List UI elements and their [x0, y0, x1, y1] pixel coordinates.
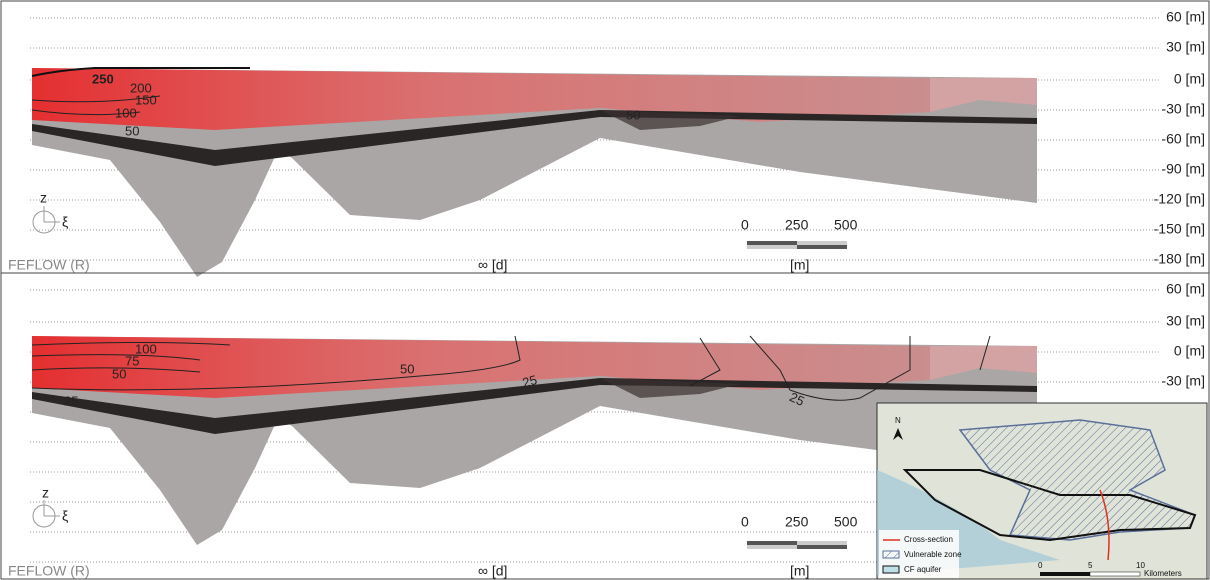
- legend-swatch: [883, 551, 899, 558]
- map-scale-label: 5: [1088, 561, 1093, 570]
- y-tick-label: 0 [m]: [1174, 343, 1205, 359]
- y-tick-label: 0 [m]: [1174, 71, 1205, 87]
- software-label: FEFLOW (R): [8, 257, 90, 273]
- axis-symbol: z: [40, 190, 47, 206]
- contour-label: 150: [135, 92, 157, 107]
- y-tick-label: -30 [m]: [1161, 373, 1205, 389]
- y-tick-label: -180 [m]: [1154, 251, 1205, 267]
- map-scale-label: 0: [1038, 561, 1043, 570]
- contour-label: 75: [125, 353, 139, 368]
- contour-label: 100: [115, 105, 137, 120]
- y-tick-label: -60 [m]: [1161, 131, 1205, 147]
- scale-bar: [747, 541, 847, 549]
- scale-unit: [m]: [790, 563, 809, 579]
- contour-label: 50: [626, 107, 640, 122]
- cross-section: [32, 68, 1037, 277]
- axis-symbol: z: [42, 485, 49, 501]
- contour-label: 50: [400, 361, 414, 376]
- contour-label: 25: [64, 393, 78, 408]
- north-label: N: [895, 416, 901, 425]
- legend-label: Cross-section: [904, 535, 953, 544]
- y-tick-label: 60 [m]: [1166, 281, 1205, 297]
- map-scale-bar: [1040, 572, 1140, 576]
- scale-unit: [m]: [790, 257, 809, 273]
- scale-label: 500: [834, 514, 858, 530]
- y-tick-label: -120 [m]: [1154, 191, 1205, 207]
- time-label: ∞ [d]: [478, 257, 507, 273]
- y-tick-label: 30 [m]: [1166, 39, 1205, 55]
- contour-label: 50: [125, 123, 139, 138]
- time-label: ∞ [d]: [478, 563, 507, 579]
- y-tick-label: 60 [m]: [1166, 9, 1205, 25]
- scale-label: 0: [741, 514, 749, 530]
- scale-bar: [747, 241, 847, 249]
- y-tick-label: -30 [m]: [1161, 101, 1205, 117]
- screenshot: 60 [m] 30 [m] 0 [m] -30 [m] -60 [m] -90 …: [0, 0, 1210, 580]
- software-label: FEFLOW (R): [8, 563, 90, 579]
- contour-label: 250: [92, 71, 114, 86]
- y-tick-label: -150 [m]: [1154, 221, 1205, 237]
- axis-symbol: ξ: [62, 508, 68, 524]
- axis-icon: [33, 500, 60, 527]
- axis-icon: [33, 206, 60, 233]
- panel-top: 60 [m] 30 [m] 0 [m] -30 [m] -60 [m] -90 …: [1, 1, 1209, 277]
- map-scale-label: Kilometers: [1144, 569, 1182, 578]
- axis-symbol: ξ: [62, 214, 68, 230]
- scale-label: 250: [785, 217, 809, 233]
- y-tick-label: -90 [m]: [1161, 161, 1205, 177]
- inset-map: N Cross-section Vulnerable zone CF aquif…: [877, 403, 1207, 579]
- contour-label: 50: [112, 366, 126, 381]
- scale-label: 0: [741, 217, 749, 233]
- legend-label: Vulnerable zone: [904, 550, 962, 559]
- scale-label: 500: [834, 217, 858, 233]
- legend-label: CF aquifer: [904, 565, 942, 574]
- y-tick-label: 30 [m]: [1166, 313, 1205, 329]
- scale-label: 250: [785, 514, 809, 530]
- legend-swatch: [883, 566, 899, 573]
